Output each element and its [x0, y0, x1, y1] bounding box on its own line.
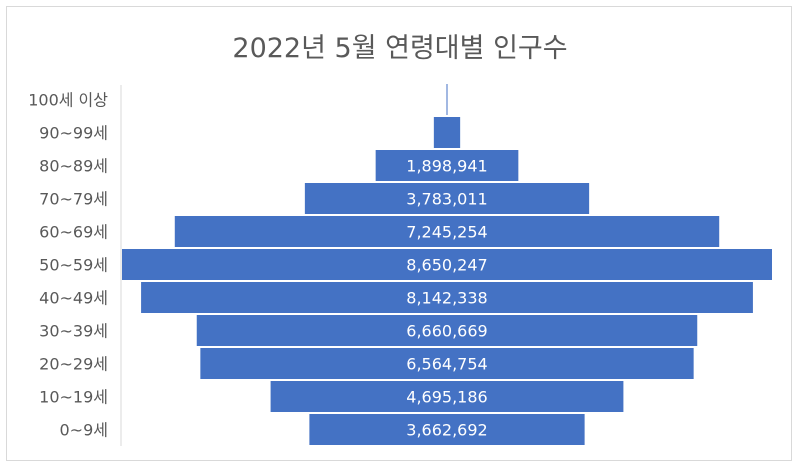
data-label-10: 3,662,692 — [406, 421, 487, 440]
bar-6 — [141, 282, 753, 313]
bar-9 — [270, 381, 624, 412]
data-label-3: 3,783,011 — [406, 190, 487, 209]
category-label-8: 20~29세 — [39, 355, 108, 374]
category-label-0: 100세 이상 — [28, 91, 108, 110]
bar-1 — [433, 117, 461, 148]
bar-7 — [196, 315, 698, 346]
data-label-4: 7,245,254 — [406, 223, 487, 242]
data-label-7: 6,660,669 — [406, 322, 487, 341]
category-label-2: 80~89세 — [39, 157, 108, 176]
data-label-9: 4,695,186 — [406, 388, 487, 407]
category-label-4: 60~69세 — [39, 223, 108, 242]
category-label-3: 70~79세 — [39, 190, 108, 209]
bar-4 — [174, 216, 720, 247]
bar-8 — [200, 348, 694, 379]
category-label-5: 50~59세 — [39, 256, 108, 275]
category-label-7: 30~39세 — [39, 322, 108, 341]
data-label-2: 1,898,941 — [406, 157, 487, 176]
data-label-5: 8,650,247 — [406, 256, 487, 275]
category-label-6: 40~49세 — [39, 289, 108, 308]
bar-3 — [304, 183, 590, 214]
category-label-1: 90~99세 — [39, 124, 108, 143]
bar-10 — [309, 414, 585, 445]
bar-2 — [375, 150, 519, 181]
category-label-9: 10~19세 — [39, 388, 108, 407]
data-label-6: 8,142,338 — [406, 289, 487, 308]
bar-5 — [122, 249, 772, 280]
data-label-8: 6,564,754 — [406, 355, 487, 374]
chart-title: 2022년 5월 연령대별 인구수 — [232, 33, 568, 64]
bar-0 — [446, 84, 448, 115]
category-label-10: 0~9세 — [60, 421, 109, 440]
